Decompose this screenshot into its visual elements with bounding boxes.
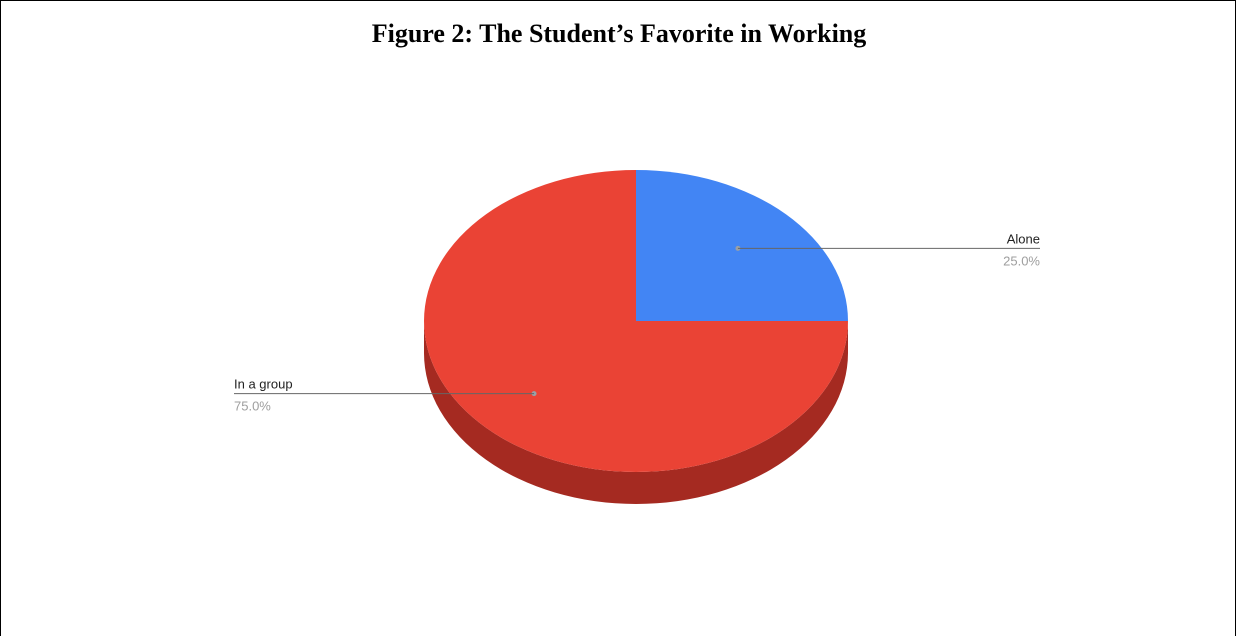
pie-slice-in-a-group [424, 170, 848, 472]
slice-label-alone: Alone [1007, 231, 1040, 246]
chart-title: Figure 2: The Student’s Favorite in Work… [371, 19, 867, 48]
pie-slices [424, 170, 848, 472]
pie-labels: Alone 25.0% In a group 75.0% [234, 231, 1040, 414]
slice-percent-alone: 25.0% [1003, 253, 1040, 268]
pie-slice-alone [636, 170, 848, 321]
pie-side-in-a-group [424, 321, 848, 504]
slice-label-in-a-group: In a group [234, 377, 293, 392]
slice-percent-in-a-group: 75.0% [234, 399, 271, 414]
pie-sides [424, 321, 848, 504]
